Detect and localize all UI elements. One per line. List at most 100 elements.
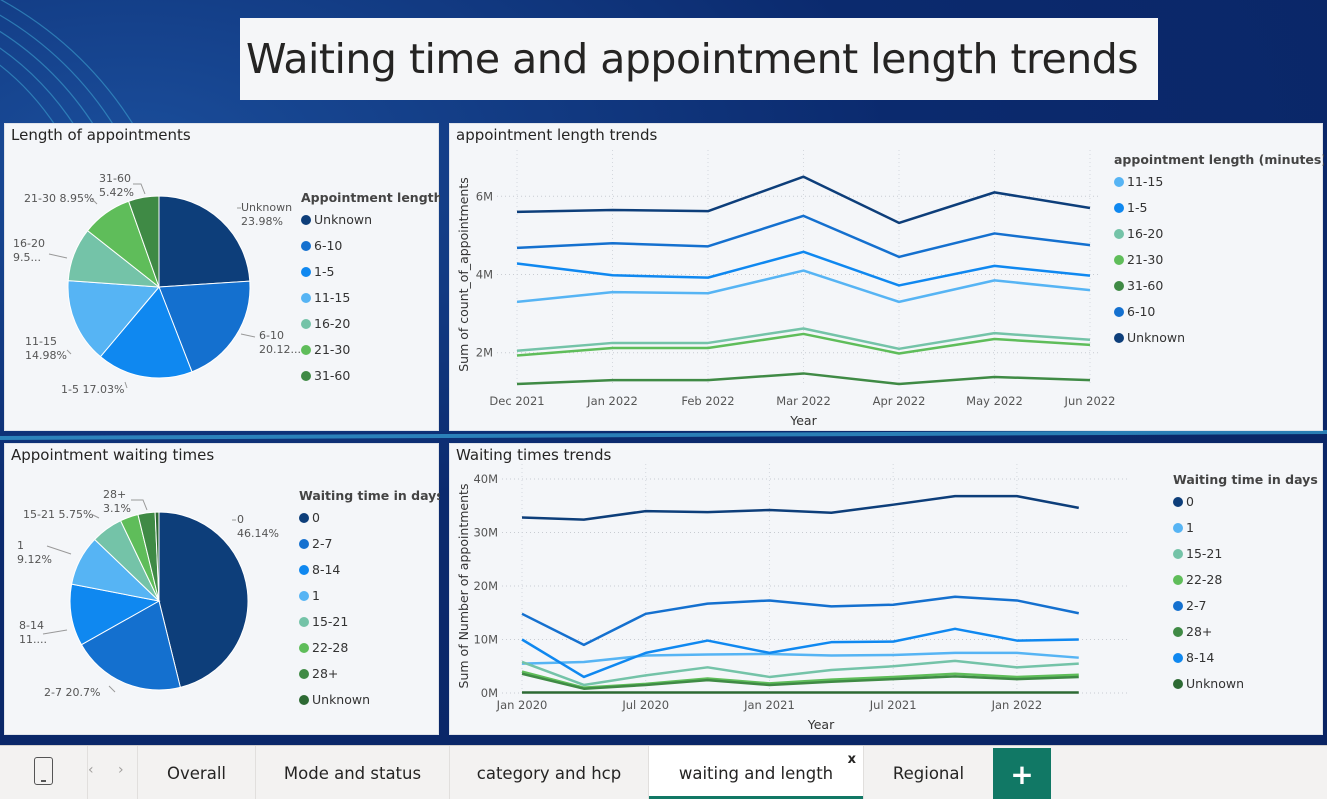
length-pie-slice-11-15[interactable] (67, 280, 161, 358)
tab-label: Mode and status (283, 763, 422, 783)
wait-pie-legend-item[interactable]: 1 (312, 588, 320, 603)
length-pie-data-label: 11-15 (25, 335, 57, 348)
wait-trend-series-0[interactable] (521, 494, 1079, 521)
length-pie-legend-item[interactable]: Unknown (314, 212, 372, 227)
length-trend-legend-item[interactable]: 31-60 (1127, 278, 1163, 293)
length-trend-legend-marker (1114, 307, 1124, 317)
wait-trend-x-tick: Jul 2021 (869, 698, 917, 712)
wait-trend-legend-item[interactable]: 22-28 (1186, 572, 1222, 587)
length-trend-legend-item[interactable]: 21-30 (1127, 252, 1163, 267)
length-pie-slice-6-10[interactable] (158, 280, 251, 373)
wait-trend-legend-item[interactable]: 1 (1186, 520, 1194, 535)
length-trend-series-11-15[interactable] (516, 269, 1091, 304)
length-trend-x-tick: Apr 2022 (873, 394, 926, 408)
length-trend-legend-item[interactable]: 16-20 (1127, 226, 1163, 241)
wait-pie-data-label: 9.12% (17, 553, 52, 566)
wait-trend-legend-item[interactable]: 28+ (1186, 624, 1212, 639)
wait-pie-legend-item[interactable]: 2-7 (312, 536, 332, 551)
wait-trend-panel[interactable]: Waiting times trends 0M 10M 20M 30M 40M Jan 2… (449, 443, 1323, 735)
length-trend-x-tick: Jan 2022 (586, 394, 638, 408)
length-pie-title: Length of appointments (11, 126, 191, 144)
length-pie-slice-Unknown[interactable] (158, 195, 251, 288)
length-trend-series-Unknown[interactable] (516, 175, 1091, 225)
next-page-arrow-icon[interactable]: › (118, 762, 124, 778)
mobile-layout-button[interactable] (0, 746, 88, 799)
wait-pie-legend-item[interactable]: Unknown (312, 692, 370, 707)
length-pie-legend-item[interactable]: 1-5 (314, 264, 334, 279)
tab-waiting-and-length[interactable]: waiting and length x (648, 746, 863, 799)
wait-pie-legend-item[interactable]: 8-14 (312, 562, 340, 577)
wait-pie-slice-2-7[interactable] (80, 600, 181, 691)
wait-trend-legend-item[interactable]: 0 (1186, 494, 1194, 509)
length-trend-legend-item[interactable]: Unknown (1127, 330, 1185, 345)
length-trend-series-1-5[interactable] (516, 250, 1091, 287)
length-trend-chart[interactable]: 2M 4M 6M Dec 2021 Jan 2022 Feb 2022 Mar 2022 Ap… (450, 124, 1324, 432)
length-pie-legend-item[interactable]: 6-10 (314, 238, 342, 253)
length-trend-legend-marker (1114, 177, 1124, 187)
length-trend-legend-item[interactable]: 11-15 (1127, 174, 1163, 189)
length-pie-legend-item[interactable]: 21-30 (314, 342, 350, 357)
wait-trend-y-tick: 10M (473, 633, 498, 647)
close-tab-icon[interactable]: x (847, 752, 856, 767)
wait-trend-legend-marker (1173, 627, 1183, 637)
length-pie-slice-31-60[interactable] (127, 195, 160, 288)
length-trend-series-16-20[interactable] (516, 327, 1091, 353)
wait-pie-slice-Unknown[interactable] (154, 511, 160, 602)
wait-trend-x-tick: Jan 2022 (991, 698, 1043, 712)
wait-trend-legend-item[interactable]: Unknown (1186, 676, 1244, 691)
prev-page-arrow-icon[interactable]: ‹ (88, 762, 94, 778)
wait-pie-slice-0[interactable] (158, 511, 249, 689)
wait-pie-panel[interactable]: Appointment waiting times 0 46.14% 2-7 20.… (4, 443, 440, 736)
length-trend-series-31-60[interactable] (516, 372, 1091, 386)
wait-pie-legend-item[interactable]: 15-21 (312, 614, 348, 629)
wait-pie-data-label: 1 (17, 539, 24, 552)
wait-pie-legend-item[interactable]: 0 (312, 510, 320, 525)
length-pie-legend-item[interactable]: 31-60 (314, 368, 350, 383)
wait-pie-legend-marker (299, 591, 309, 601)
length-trend-series-21-30[interactable] (516, 332, 1091, 357)
wait-pie-legend-marker (299, 695, 309, 705)
wait-trend-legend-item[interactable]: 8-14 (1186, 650, 1214, 665)
wait-trend-legend-marker (1173, 575, 1183, 585)
wait-trend-y-axis-title: Sum of Number of appointments (456, 484, 471, 689)
wait-pie-legend-marker (299, 669, 309, 679)
length-pie-leader-line (124, 381, 128, 389)
length-trend-legend-title: appointment length (minutes) (1114, 152, 1324, 167)
length-trend-x-tick: Mar 2022 (776, 394, 831, 408)
length-trend-legend-item[interactable]: 6-10 (1127, 304, 1155, 319)
length-pie-legend-marker (301, 241, 311, 251)
wait-trend-series-2-7[interactable] (521, 595, 1080, 647)
length-pie-slice-1-5[interactable] (99, 286, 193, 379)
wait-trend-chart[interactable]: 0M 10M 20M 30M 40M Jan 2020 Jul 2020 Jan 2021 Ju… (450, 444, 1324, 736)
length-pie-legend-item[interactable]: 11-15 (314, 290, 350, 305)
length-pie-legend-item[interactable]: 16-20 (314, 316, 350, 331)
wait-trend-series-15-21[interactable] (521, 659, 1079, 687)
wait-pie-legend-marker (299, 617, 309, 627)
add-page-button[interactable]: + (993, 748, 1051, 799)
length-trend-title: appointment length trends (456, 126, 658, 144)
tab-overall[interactable]: Overall (137, 746, 255, 799)
wait-trend-y-tick: 0M (481, 686, 498, 700)
wait-trend-legend-item[interactable]: 15-21 (1186, 546, 1222, 561)
length-trend-legend-item[interactable]: 1-5 (1127, 200, 1147, 215)
length-trend-panel[interactable]: appointment length trends 2M 4M 6M Dec 2021… (449, 123, 1324, 432)
wait-pie-legend-item[interactable]: 28+ (312, 666, 338, 681)
tab-regional[interactable]: Regional (863, 746, 993, 799)
tab-mode-and-status[interactable]: Mode and status (255, 746, 449, 799)
wait-trend-legend-marker (1173, 653, 1183, 663)
length-trend-series-6-10[interactable] (516, 214, 1091, 259)
length-pie-panel[interactable]: Length of appointments Unknown 23.98% 6-10… (4, 123, 440, 432)
wait-trend-series-1[interactable] (521, 651, 1079, 665)
wait-pie-legend-item[interactable]: 22-28 (312, 640, 348, 655)
wait-trend-series-8-14[interactable] (521, 627, 1079, 679)
length-pie-legend-marker (301, 267, 311, 277)
wait-trend-legend-item[interactable]: 2-7 (1186, 598, 1206, 613)
wait-trend-y-tick: 20M (473, 579, 498, 593)
length-pie-data-label: 9.5... (13, 251, 41, 264)
length-trend-y-tick: 2M (476, 346, 493, 360)
wait-trend-series-28+[interactable] (521, 672, 1079, 690)
tab-category-and-hcp[interactable]: category and hcp (449, 746, 648, 799)
length-pie-leader-line (240, 333, 256, 338)
